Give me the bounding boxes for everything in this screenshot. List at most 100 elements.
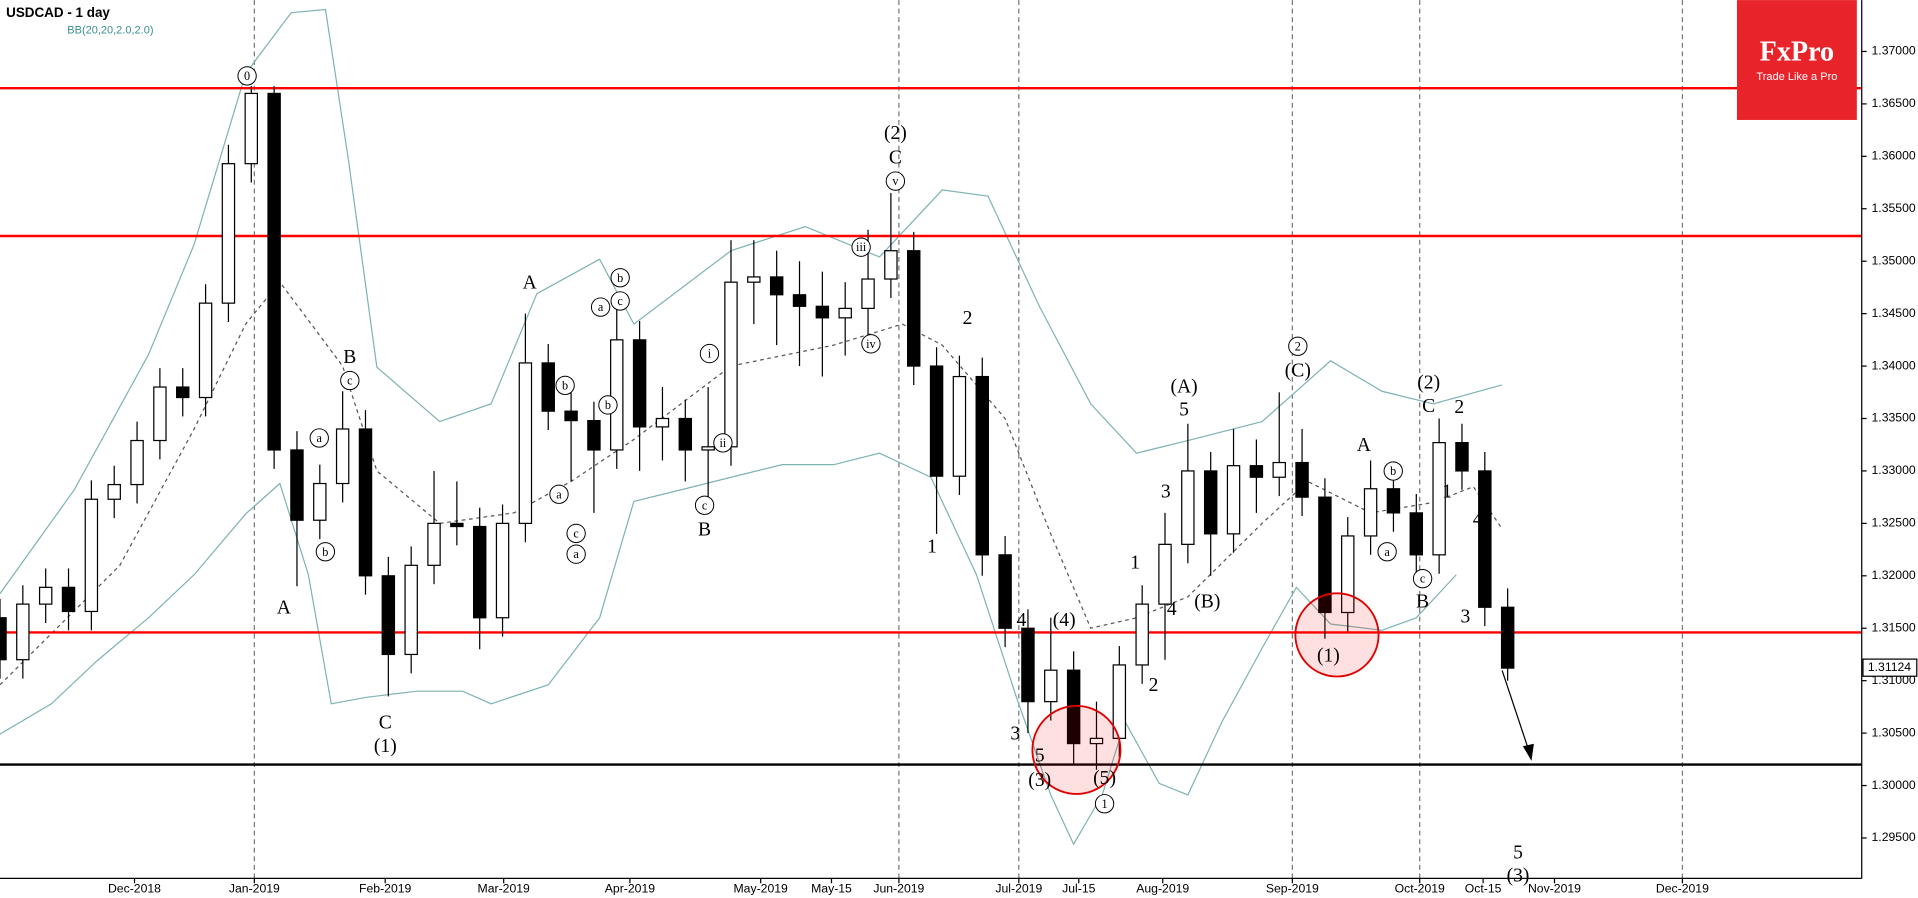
candle-body bbox=[1318, 496, 1332, 614]
wave-label: (A) bbox=[1170, 376, 1197, 397]
candle-body bbox=[16, 603, 30, 661]
x-tick-label: Sep-2019 bbox=[1266, 882, 1319, 896]
logo-slogan: Trade Like a Pro bbox=[1756, 71, 1837, 83]
forecast-arrow bbox=[1501, 670, 1530, 752]
wave-label: 1 bbox=[1102, 797, 1108, 811]
wave-label: 3 bbox=[1161, 482, 1171, 503]
candle-body bbox=[221, 163, 236, 304]
wave-label: ii bbox=[720, 436, 727, 450]
candle-body bbox=[404, 564, 418, 656]
candle-body bbox=[1363, 488, 1378, 537]
y-tick-label: 1.30000 bbox=[1872, 778, 1916, 792]
candle-body bbox=[907, 250, 921, 367]
candle-body bbox=[1409, 512, 1424, 556]
bollinger-band bbox=[0, 8, 1503, 594]
candle-body bbox=[701, 446, 715, 451]
wave-label: 4 bbox=[1016, 610, 1026, 631]
wave-label: B bbox=[698, 519, 711, 540]
candle-body bbox=[724, 281, 738, 448]
candle-body bbox=[61, 586, 76, 613]
wave-circle bbox=[1377, 542, 1397, 562]
wave-circle bbox=[885, 171, 906, 191]
candle-body bbox=[495, 522, 510, 619]
wave-circle bbox=[590, 297, 611, 317]
wave-circle bbox=[713, 433, 733, 453]
candle-body bbox=[815, 305, 830, 319]
candle-body bbox=[198, 302, 213, 399]
y-tick-label: 1.36000 bbox=[1872, 149, 1916, 163]
wave-circle bbox=[315, 542, 336, 562]
candle-body bbox=[975, 375, 989, 556]
candle-body bbox=[176, 386, 190, 399]
wave-circle bbox=[861, 334, 881, 354]
candle-body bbox=[153, 386, 167, 442]
candle-body bbox=[1181, 470, 1195, 545]
candle-body bbox=[1295, 461, 1309, 498]
x-tick-label: May-2019 bbox=[734, 882, 789, 896]
candle-body bbox=[884, 250, 898, 280]
candle-body bbox=[472, 525, 487, 619]
axis-layer: 1.37000 1.36500 1.36000 1.35500 1.35000 1.345… bbox=[108, 44, 1918, 896]
wave-circle bbox=[555, 375, 575, 396]
candle-body bbox=[655, 417, 670, 428]
wave-label: v bbox=[892, 174, 899, 188]
candle-body bbox=[632, 339, 647, 428]
x-tick-label: Mar-2019 bbox=[478, 882, 530, 896]
candle-body bbox=[1455, 442, 1469, 472]
wave-label: B bbox=[343, 347, 356, 368]
wave-label: b bbox=[617, 271, 623, 285]
wave-label: iii bbox=[856, 240, 867, 254]
wave-label: c bbox=[573, 526, 579, 540]
y-tick-label: 1.34500 bbox=[1872, 306, 1916, 320]
candle-body bbox=[929, 365, 944, 477]
y-tick-label: 1.31500 bbox=[1872, 620, 1916, 634]
wave-label: 4 bbox=[1473, 510, 1483, 531]
candle-body bbox=[769, 276, 784, 296]
highlight-circle bbox=[1294, 592, 1380, 678]
last-price-label: 1.31124 bbox=[1868, 660, 1911, 674]
candle-body bbox=[1089, 737, 1104, 745]
wave-label: a bbox=[556, 487, 562, 501]
wave-label: (B) bbox=[1194, 592, 1220, 613]
y-tick-label: 1.30500 bbox=[1872, 725, 1916, 739]
candle-body bbox=[107, 483, 121, 500]
wave-label: 5 bbox=[1513, 842, 1523, 863]
wave-label: (1) bbox=[1317, 645, 1340, 666]
wave-label: C bbox=[889, 148, 902, 169]
wave-label: 4 bbox=[1167, 599, 1177, 620]
chart-title: USDCAD - 1 day bbox=[6, 5, 110, 20]
candle-body bbox=[244, 92, 259, 165]
candle-body bbox=[1432, 442, 1446, 556]
x-tick-label: Apr-2019 bbox=[605, 882, 655, 896]
x-tick-label: May-15 bbox=[811, 882, 852, 896]
candle-body bbox=[1203, 470, 1218, 535]
candle-body bbox=[1158, 543, 1172, 605]
candle-body bbox=[1135, 603, 1149, 666]
wave-label: 2 bbox=[963, 308, 973, 329]
wave-circle bbox=[1288, 336, 1308, 356]
y-tick-label: 1.36500 bbox=[1872, 96, 1916, 110]
x-tick-label: Jan-2019 bbox=[229, 882, 280, 896]
wave-label: A bbox=[523, 272, 537, 293]
wave-circle bbox=[851, 237, 871, 257]
candle-body bbox=[952, 375, 967, 477]
y-tick-label: 1.35500 bbox=[1872, 201, 1916, 215]
y-tick-label: 1.33500 bbox=[1872, 411, 1916, 425]
wave-label: c bbox=[1420, 572, 1426, 586]
wave-label: a bbox=[1384, 545, 1390, 559]
candle-body bbox=[38, 586, 53, 605]
wave-circle bbox=[694, 495, 715, 515]
candle-body bbox=[1386, 488, 1401, 514]
candle-body bbox=[587, 419, 601, 451]
candle-body bbox=[313, 482, 327, 521]
candle-body bbox=[861, 278, 875, 310]
wave-label: A bbox=[277, 598, 291, 619]
y-tick-label: 1.34000 bbox=[1872, 358, 1916, 372]
wave-circle bbox=[699, 343, 720, 364]
wave-circle bbox=[237, 66, 257, 86]
candle-body bbox=[267, 92, 281, 451]
x-tick-label: Oct-2019 bbox=[1395, 882, 1445, 896]
wave-label: B bbox=[1416, 592, 1429, 613]
wave-label: c bbox=[617, 294, 623, 308]
